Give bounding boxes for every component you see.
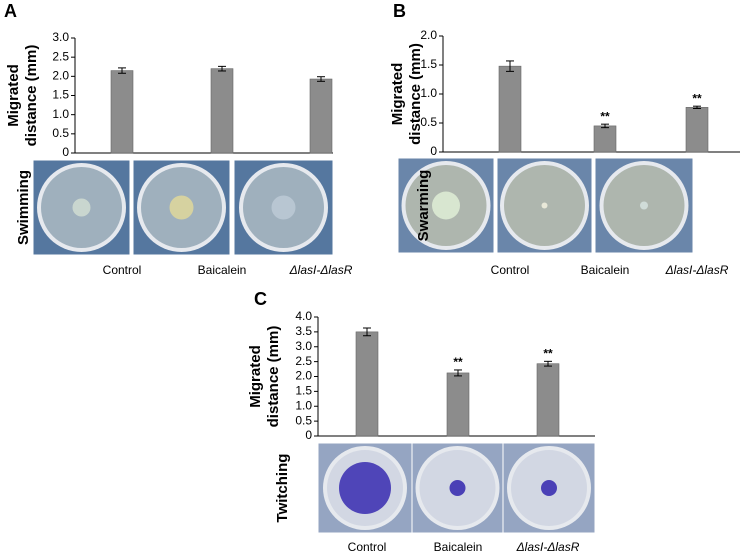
y-axis-label: Migrated — [389, 63, 406, 126]
error-bar — [363, 327, 371, 337]
y-axis-label: distance (mm) — [23, 45, 40, 147]
error-bar — [454, 369, 462, 377]
y-tick-label: 1.0 — [420, 86, 437, 100]
bar — [593, 125, 617, 153]
y-tick-label: 0.5 — [52, 126, 69, 140]
significance: ** — [543, 346, 553, 360]
y-tick-label: 2.0 — [420, 28, 437, 42]
y-tick-label: 0 — [62, 145, 69, 159]
significance: ** — [600, 109, 610, 123]
x-tick-label: Baicalein — [198, 263, 247, 277]
error-bar — [118, 67, 126, 74]
image-row-label: Swimming — [15, 170, 32, 245]
bar — [110, 70, 134, 154]
colony — [541, 202, 548, 209]
y-tick-label: 3.0 — [52, 30, 69, 44]
error-bar — [601, 123, 609, 129]
y-axis-label: distance (mm) — [265, 326, 282, 428]
y-tick-label: 1.5 — [420, 57, 437, 71]
bar — [309, 78, 333, 154]
colony — [271, 195, 296, 220]
y-tick-label: 0.5 — [295, 413, 312, 427]
y-tick-label: 4.0 — [295, 309, 312, 323]
significance: ** — [453, 355, 463, 369]
x-tick-label: ΔlasI-ΔlasR — [289, 263, 353, 277]
image-row-label: Swarming — [415, 170, 432, 242]
y-tick-label: 0 — [430, 144, 437, 158]
error-bar — [317, 76, 325, 82]
y-tick-label: 1.5 — [295, 384, 312, 398]
bar — [498, 65, 522, 153]
error-bar — [218, 65, 226, 72]
y-axis-label: Migrated — [247, 345, 264, 408]
x-tick-label: Baicalein — [434, 540, 483, 554]
y-tick-label: 2.0 — [52, 69, 69, 83]
colony — [432, 191, 460, 220]
colony — [169, 195, 194, 220]
y-tick-label: 2.0 — [295, 369, 312, 383]
y-tick-label: 1.0 — [52, 107, 69, 121]
image-row-label: Twitching — [274, 454, 291, 523]
y-tick-label: 1.5 — [52, 88, 69, 102]
colony — [541, 480, 557, 496]
colony — [640, 201, 648, 210]
panel-letter: A — [4, 1, 17, 21]
bar — [446, 372, 470, 437]
y-axis-label: distance (mm) — [407, 43, 424, 145]
colony — [449, 480, 466, 496]
x-tick-label: ΔlasI-ΔlasR — [516, 540, 580, 554]
colony — [72, 198, 91, 217]
y-tick-label: 0.5 — [420, 115, 437, 129]
x-tick-label: Control — [348, 540, 387, 554]
bar — [685, 107, 709, 153]
error-bar — [506, 60, 514, 72]
y-tick-label: 0 — [305, 428, 312, 442]
panel-letter: B — [393, 1, 406, 21]
error-bar — [544, 360, 552, 367]
bar — [536, 363, 560, 437]
x-tick-label: Control — [491, 263, 530, 277]
y-axis-label: Migrated — [5, 64, 22, 127]
colony — [339, 462, 391, 514]
y-tick-label: 2.5 — [295, 354, 312, 368]
panel-letter: C — [254, 289, 267, 309]
bar — [210, 68, 234, 154]
bar — [355, 331, 379, 437]
y-tick-label: 1.0 — [295, 398, 312, 412]
y-tick-label: 3.5 — [295, 324, 312, 338]
significance: ** — [692, 91, 702, 105]
x-tick-label: Baicalein — [581, 263, 630, 277]
error-bar — [693, 105, 701, 109]
y-tick-label: 2.5 — [52, 49, 69, 63]
x-tick-label: ΔlasI-ΔlasR — [665, 263, 729, 277]
y-tick-label: 3.0 — [295, 339, 312, 353]
x-tick-label: Control — [103, 263, 142, 277]
